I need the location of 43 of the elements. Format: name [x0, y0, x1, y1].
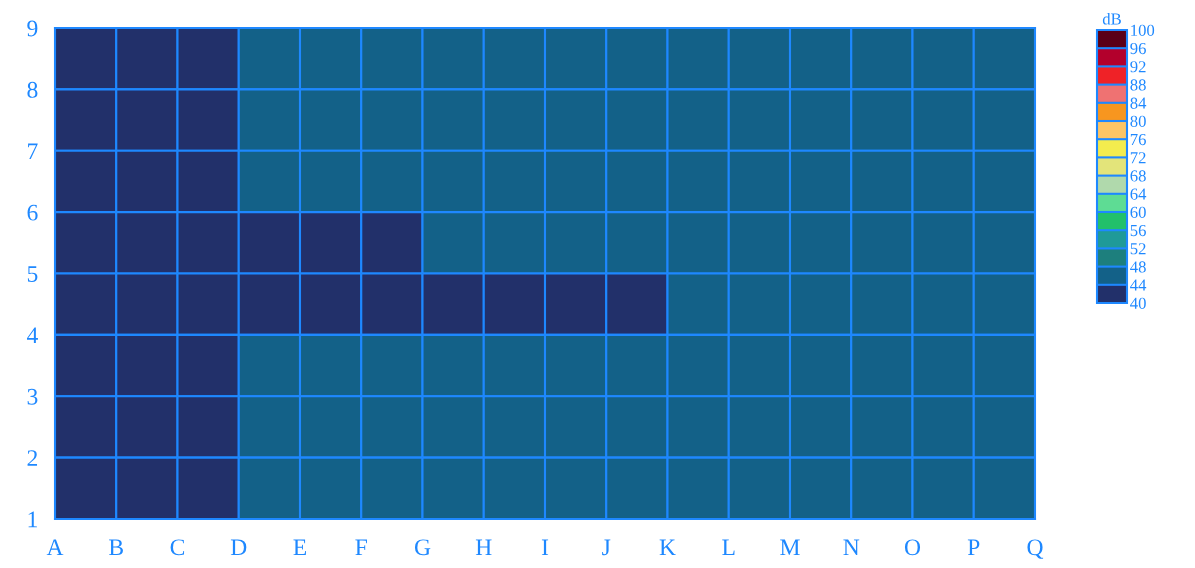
color-bar-label: 80 [1130, 115, 1146, 127]
color-bar-label: 88 [1130, 79, 1146, 91]
text: K [659, 539, 676, 556]
y-tick-label: 1 [28, 511, 37, 528]
y-tick-label: 7 [28, 143, 38, 159]
y-tick-label: 4 [26, 327, 38, 344]
color-bar-label: 52 [1130, 243, 1146, 255]
text: N [843, 539, 860, 556]
text: J [602, 539, 611, 556]
color-bar-label: 40 [1130, 297, 1146, 309]
text: O [904, 539, 921, 556]
color-bar-label: 84 [1130, 97, 1147, 109]
text: I [541, 539, 549, 556]
color-bar-label: 72 [1130, 152, 1146, 164]
y-tick-label: 9 [27, 20, 38, 37]
color-bar-label: 56 [1130, 224, 1146, 237]
y-tick-label: 2 [27, 450, 38, 466]
color-bar-label: 44 [1130, 279, 1147, 291]
text: D [230, 539, 247, 556]
text: A [46, 539, 64, 556]
text: H [475, 539, 492, 556]
color-bar-label: 60 [1130, 206, 1146, 218]
color-bar-label: 48 [1130, 261, 1146, 273]
color-bar-label: 68 [1130, 170, 1146, 182]
text: E [293, 539, 307, 556]
text: G [414, 539, 431, 556]
text: Q [1027, 539, 1044, 559]
y-tick-label: 3 [27, 388, 38, 405]
y-tick-label: 5 [27, 266, 38, 282]
text: M [780, 539, 800, 556]
y-tick-label: 8 [27, 81, 38, 98]
color-bar-label: 92 [1130, 61, 1146, 73]
color-bar-title: dB [1102, 12, 1121, 25]
text: P [967, 539, 980, 556]
color-bar-label: 64 [1130, 188, 1147, 200]
text: C [170, 539, 185, 556]
color-bar-label: 100 [1131, 24, 1155, 36]
color-bar-label: 76 [1130, 133, 1146, 146]
text: F [355, 539, 367, 556]
text: B [109, 539, 123, 556]
y-tick-label: 6 [27, 204, 38, 221]
color-bar-label: 96 [1130, 42, 1146, 55]
text: L [722, 539, 735, 556]
